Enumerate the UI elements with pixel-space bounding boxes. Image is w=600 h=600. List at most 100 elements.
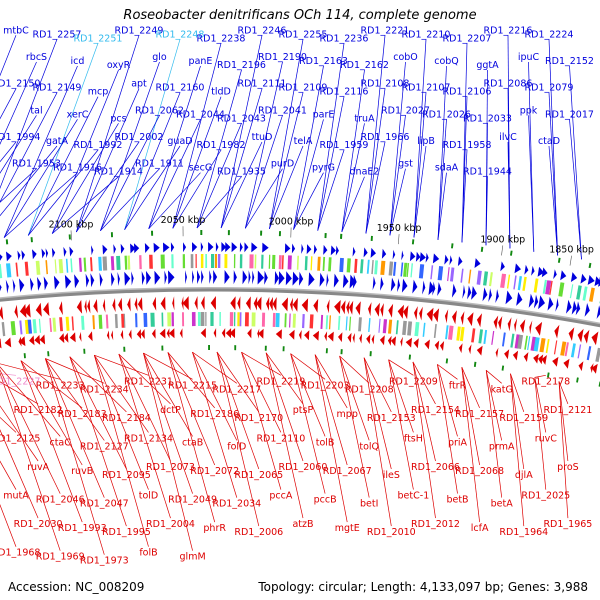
gene-connector xyxy=(220,141,263,229)
gene-label: RD1_2027 xyxy=(381,105,430,116)
plus-strand-arrow xyxy=(21,250,25,261)
rna-feature xyxy=(23,353,26,359)
cog-feature-plus xyxy=(65,258,69,273)
gene-label: RD1_2034 xyxy=(212,499,261,510)
gene-label: RD1_2060 xyxy=(279,462,328,473)
plus-strand-arrow xyxy=(330,245,336,256)
cog-feature-plus xyxy=(24,261,29,276)
gene-connector xyxy=(363,357,392,413)
minus-strand-arrow xyxy=(76,299,83,314)
gene-connector xyxy=(196,123,242,229)
gene-connector xyxy=(314,354,348,409)
plus-strand-arrow xyxy=(516,292,523,306)
gene-label: sdaA xyxy=(435,163,459,174)
plus-strand-arrow xyxy=(43,276,48,291)
rna-feature xyxy=(227,230,230,236)
rna-feature xyxy=(260,230,263,236)
minus-strand-arrow xyxy=(355,301,361,316)
minus-strand-arrow xyxy=(476,345,483,356)
gene-connector xyxy=(341,176,365,233)
cog-feature-plus xyxy=(542,279,547,294)
gene-label: RD1_2178 xyxy=(521,376,570,387)
gene-label: RD1_2004 xyxy=(146,519,195,530)
gene-connector xyxy=(27,149,99,236)
gene-label: guaD xyxy=(167,136,192,147)
cog-feature-plus xyxy=(239,254,243,269)
cog-feature-minus xyxy=(38,318,42,333)
plus-strand-arrow xyxy=(91,245,94,256)
cog-feature-plus xyxy=(476,270,482,285)
plus-strand-arrow xyxy=(185,270,187,285)
gene-label: pcs xyxy=(110,113,126,124)
gene-label: RD1_2203 xyxy=(301,380,350,391)
cog-feature-plus xyxy=(582,286,588,301)
gene-label: RD1_1935 xyxy=(217,167,266,178)
gene-label: RD1_2067 xyxy=(323,466,372,477)
plus-strand-arrow xyxy=(306,244,312,255)
gene-label: glmM xyxy=(180,552,206,563)
gene-label: pccB xyxy=(314,495,337,506)
cog-feature-plus xyxy=(15,262,19,277)
minus-strand-arrow xyxy=(237,296,241,311)
cog-feature-plus xyxy=(371,260,374,275)
gene-label: pyrG xyxy=(312,163,335,174)
gene-label: katG xyxy=(491,384,513,395)
cog-feature-minus xyxy=(459,326,465,342)
gene-connector xyxy=(93,355,149,547)
gene-connector xyxy=(0,369,61,494)
cog-feature-minus xyxy=(456,326,461,341)
plus-strand-arrow xyxy=(425,252,429,263)
gene-label: RD1_1958 xyxy=(443,140,492,151)
cog-feature-plus xyxy=(83,257,87,272)
gene-label: lcfA xyxy=(471,523,489,534)
cog-feature-plus xyxy=(437,266,444,281)
rna-feature xyxy=(473,361,477,367)
plus-strand-arrow xyxy=(134,243,140,254)
cog-feature-minus xyxy=(114,314,118,329)
gene-connector xyxy=(118,353,171,519)
gene-connector xyxy=(485,370,503,498)
cog-feature-plus xyxy=(249,254,254,269)
gene-connector xyxy=(0,372,61,551)
gene-connector xyxy=(192,351,238,441)
rna-feature xyxy=(161,345,164,351)
cog-feature-plus xyxy=(217,254,221,268)
plus-strand-arrow xyxy=(449,255,453,266)
minus-strand-arrow xyxy=(290,297,293,312)
gene-connector xyxy=(143,353,193,551)
minus-strand-arrow xyxy=(563,358,570,369)
plus-strand-arrow xyxy=(409,251,416,262)
gene-connector xyxy=(413,39,427,238)
plus-strand-arrow xyxy=(221,242,227,252)
minus-strand-arrow xyxy=(275,329,282,340)
gene-label: betB xyxy=(446,495,468,506)
cog-feature-minus xyxy=(10,321,16,336)
gene-label: RD1_1953 xyxy=(12,159,61,170)
plus-strand-arrow xyxy=(5,279,9,294)
cog-feature-minus xyxy=(27,319,33,334)
plus-strand-arrow xyxy=(580,273,587,284)
rna-feature xyxy=(547,372,550,378)
plus-strand-arrow xyxy=(541,267,548,278)
minus-strand-arrow xyxy=(127,297,131,312)
cog-feature-minus xyxy=(272,312,276,327)
plus-strand-arrow xyxy=(352,246,356,257)
gene-connector xyxy=(244,115,283,229)
cog-feature-plus xyxy=(211,254,215,268)
gene-connector xyxy=(388,359,414,433)
gene-label: icd xyxy=(71,56,85,67)
cog-feature-minus xyxy=(337,315,341,330)
gene-label: RD1_1993 xyxy=(58,523,107,534)
plus-strand-arrow xyxy=(533,294,539,309)
plus-strand-arrow xyxy=(17,250,21,261)
cog-feature-plus xyxy=(139,255,142,270)
cog-feature-minus xyxy=(325,315,329,330)
cog-feature-minus xyxy=(349,316,352,331)
minus-strand-arrow xyxy=(591,331,599,346)
plus-strand-arrow xyxy=(381,248,387,259)
plus-strand-arrow xyxy=(63,246,67,257)
plus-strand-arrow xyxy=(285,271,292,286)
gene-connector xyxy=(27,96,99,236)
plus-strand-arrow xyxy=(319,272,325,287)
gene-connector xyxy=(241,352,282,433)
